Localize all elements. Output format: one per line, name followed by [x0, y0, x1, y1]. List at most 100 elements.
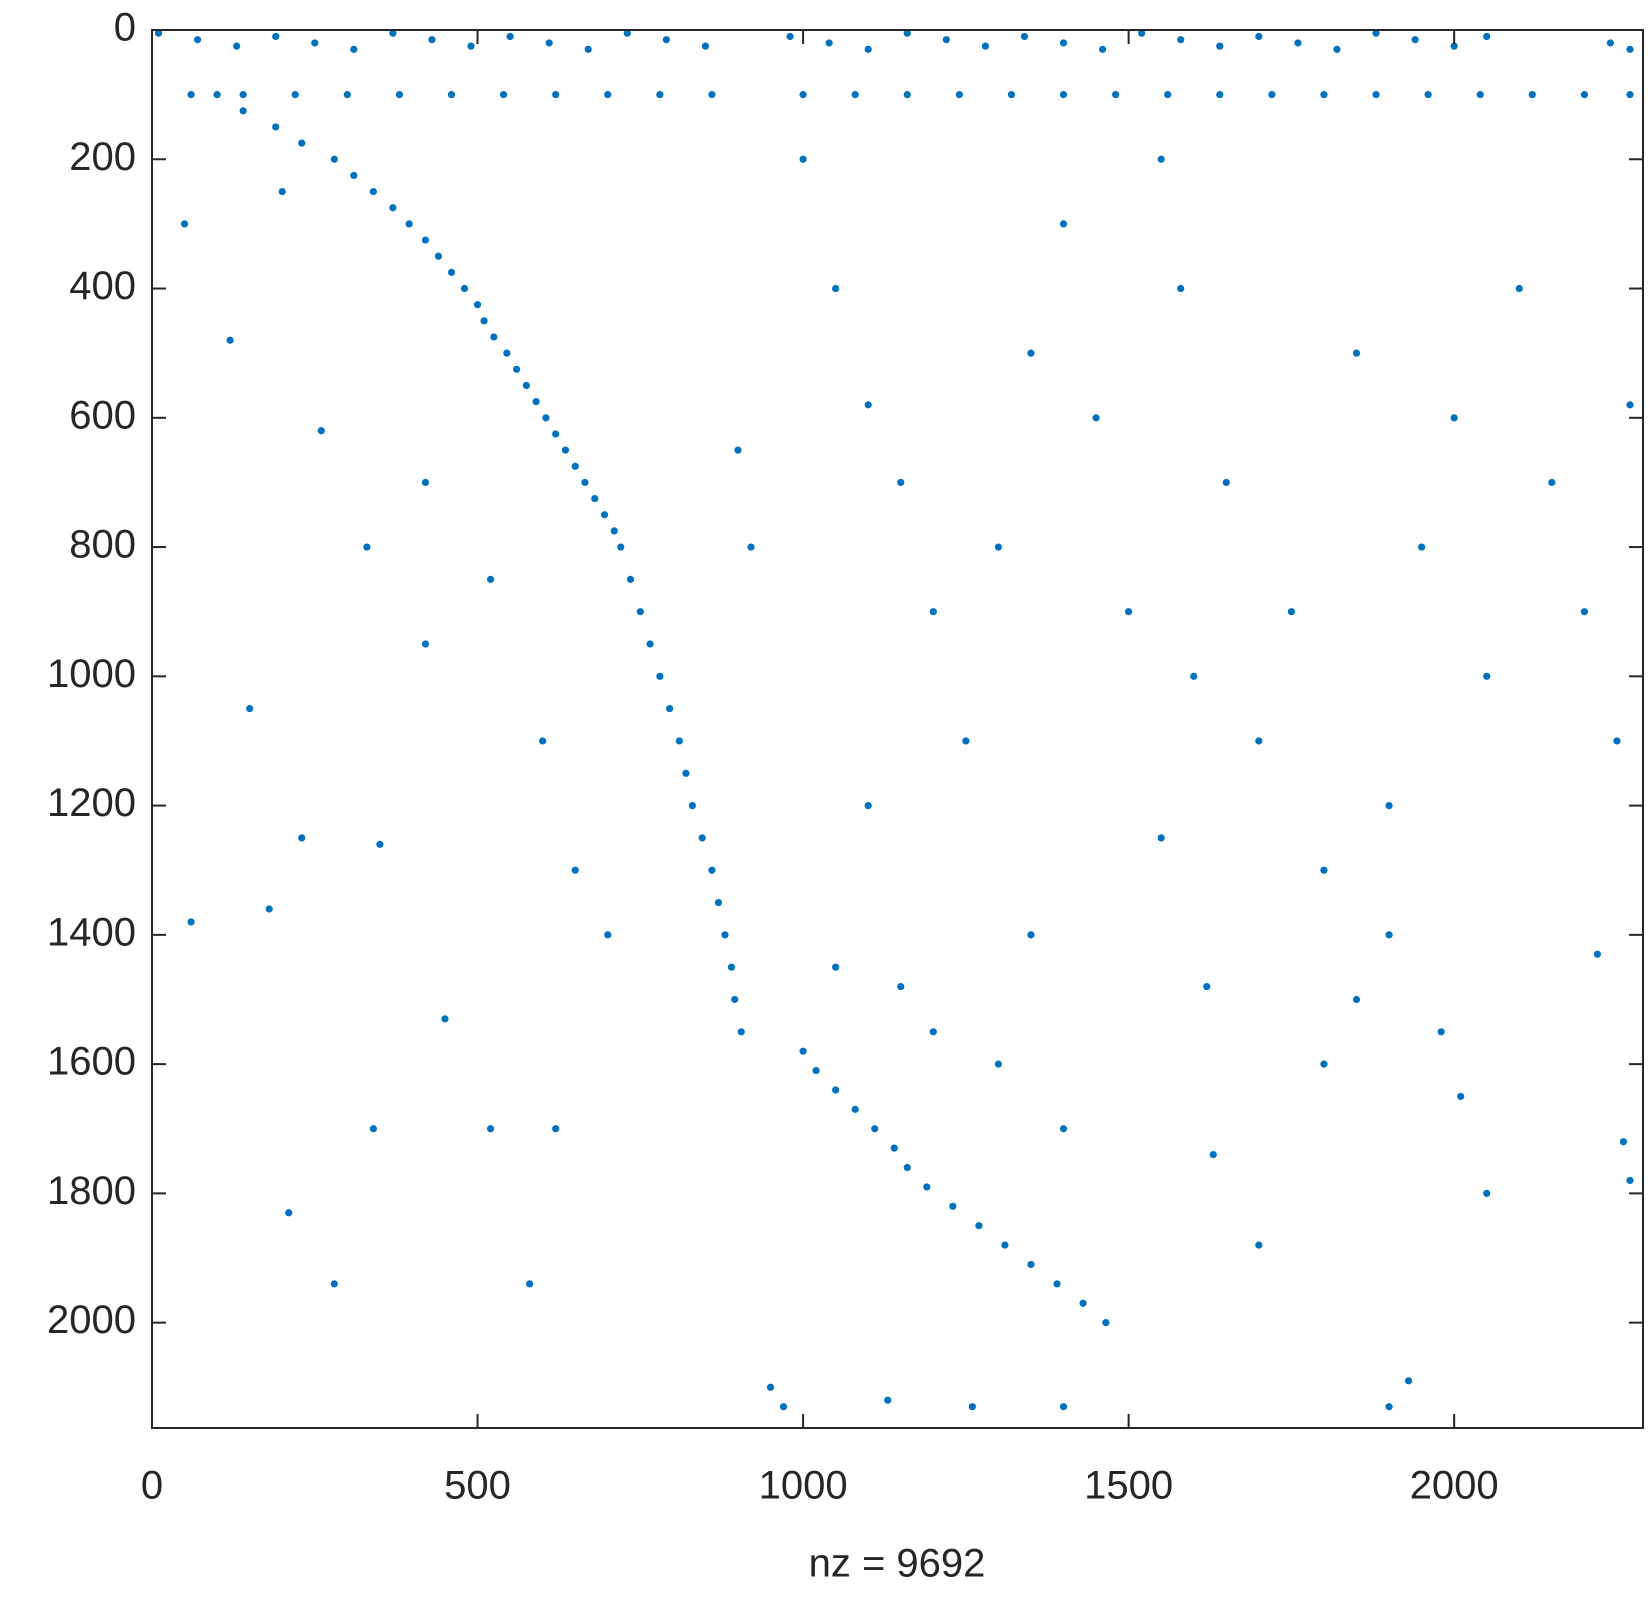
- dot: [1001, 1241, 1009, 1249]
- dot: [701, 42, 710, 50]
- dot: [1125, 608, 1133, 616]
- dot: [1222, 478, 1230, 487]
- dot: [571, 462, 579, 470]
- dot: [503, 349, 511, 357]
- dot: [1450, 414, 1458, 422]
- dot: [552, 430, 560, 438]
- dot: [779, 1403, 788, 1411]
- y-tick-label: 1800: [47, 1169, 136, 1213]
- dot: [864, 401, 872, 409]
- dot: [1626, 1176, 1634, 1185]
- dot: [363, 543, 371, 551]
- dot: [994, 543, 1003, 551]
- dot: [298, 139, 306, 147]
- dot: [604, 91, 612, 99]
- dot: [467, 42, 475, 50]
- dot: [903, 1163, 911, 1172]
- dot: [1255, 737, 1263, 745]
- dot: [1059, 220, 1068, 228]
- dot: [1209, 1151, 1217, 1159]
- dot: [884, 1396, 892, 1404]
- dot: [1593, 950, 1602, 958]
- dot: [731, 995, 739, 1004]
- y-tick-label: 1000: [47, 652, 136, 696]
- dot: [923, 1183, 931, 1191]
- dot: [1216, 42, 1224, 50]
- y-tick-label: 1400: [47, 910, 136, 954]
- dot: [317, 427, 325, 435]
- dot: [708, 866, 716, 874]
- dot: [591, 494, 599, 503]
- dot: [747, 543, 755, 551]
- dot: [193, 36, 202, 44]
- dot: [975, 1222, 983, 1230]
- dot: [441, 1015, 449, 1023]
- dot: [1203, 982, 1211, 991]
- dot: [330, 155, 338, 163]
- x-tick-label: 1500: [1084, 1464, 1173, 1508]
- dot: [799, 1047, 807, 1055]
- y-tick-label: 2000: [47, 1298, 136, 1342]
- dot: [832, 963, 840, 971]
- dot: [864, 45, 872, 53]
- dot: [1372, 29, 1380, 37]
- plot-frame: [151, 29, 1644, 1429]
- dot: [737, 1028, 745, 1036]
- dot: [799, 91, 807, 99]
- dot: [623, 29, 631, 37]
- dot: [561, 446, 570, 454]
- x-tick-label: 1000: [759, 1464, 848, 1508]
- dot: [617, 543, 625, 551]
- dot: [1027, 1260, 1035, 1269]
- dot: [1027, 349, 1035, 357]
- dot: [486, 1125, 495, 1133]
- dot: [1580, 608, 1589, 616]
- dot: [1352, 349, 1361, 357]
- dot: [285, 1209, 293, 1217]
- dot: [421, 478, 430, 487]
- dot: [428, 36, 436, 44]
- dot: [1457, 1092, 1465, 1101]
- dot: [812, 1066, 820, 1075]
- dot: [825, 39, 833, 47]
- dot: [871, 1125, 879, 1133]
- dot: [350, 45, 358, 53]
- dot: [522, 381, 530, 390]
- dot: [1190, 672, 1198, 680]
- dot: [1027, 931, 1035, 939]
- dot: [949, 1202, 957, 1210]
- dot: [955, 91, 963, 99]
- dot: [480, 317, 488, 325]
- dot: [962, 737, 970, 745]
- dot: [187, 918, 195, 926]
- dot: [981, 42, 989, 50]
- dot: [265, 905, 273, 913]
- dot: [1411, 36, 1419, 44]
- y-tick-label: 0: [114, 6, 136, 50]
- dot: [246, 705, 254, 713]
- dot: [1098, 45, 1107, 53]
- dot: [1606, 39, 1615, 47]
- dot: [929, 608, 937, 616]
- dot: [1385, 1403, 1393, 1411]
- dot: [1613, 737, 1621, 745]
- dot: [897, 982, 905, 991]
- dot: [272, 123, 280, 131]
- dot: [311, 39, 319, 47]
- dot: [968, 1403, 976, 1411]
- dot: [1626, 91, 1634, 99]
- dot: [499, 91, 508, 99]
- dot: [513, 365, 521, 373]
- dot: [851, 1105, 859, 1113]
- dot: [460, 284, 469, 293]
- x-tick-label: 2000: [1410, 1464, 1499, 1508]
- dot: [369, 187, 377, 196]
- dot: [1548, 478, 1556, 487]
- dot: [298, 834, 306, 842]
- dot: [1483, 32, 1491, 41]
- dot: [1268, 91, 1276, 99]
- dot: [539, 737, 547, 745]
- dot: [890, 1144, 898, 1152]
- dot: [552, 1125, 560, 1133]
- dot: [1216, 91, 1224, 99]
